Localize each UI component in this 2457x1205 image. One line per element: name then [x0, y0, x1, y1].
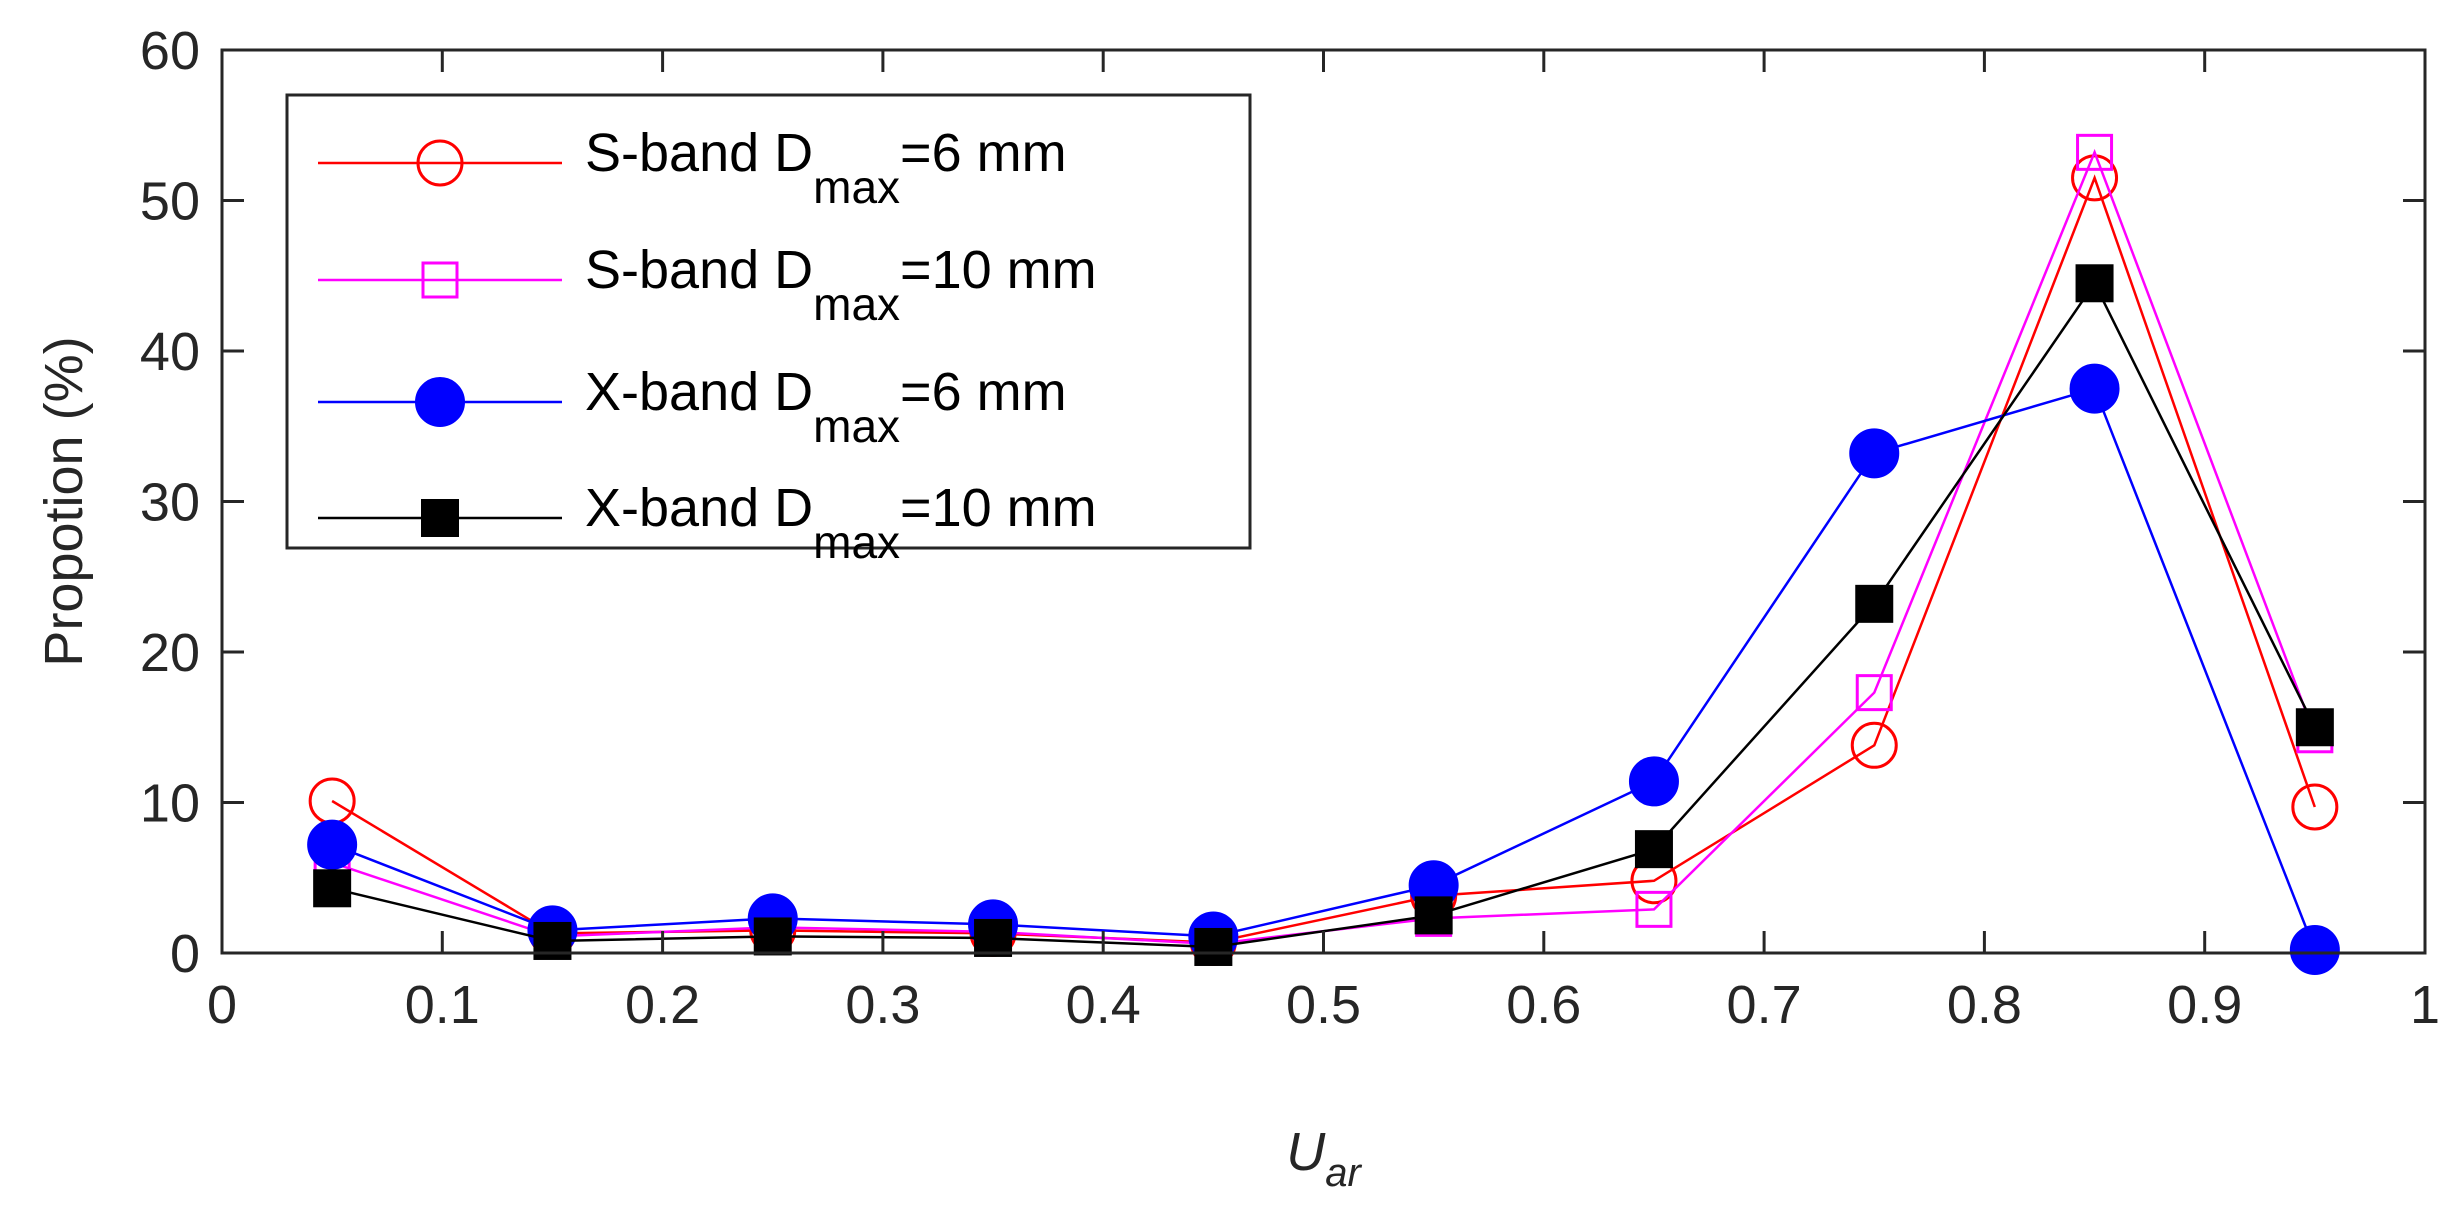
series-2-point-7 — [1635, 890, 1673, 928]
legend-label-pre: S-band D — [585, 240, 813, 300]
series-3-point-9 — [2069, 363, 2120, 414]
legend-marker — [421, 499, 459, 537]
x-tick-label: 0 — [207, 975, 237, 1035]
legend-entry-4: X-band Dmax=10 mm — [318, 478, 1097, 568]
series-3-point-10 — [2289, 924, 2340, 975]
x-tick-label: 0.8 — [1947, 975, 2022, 1035]
series-4-point-7 — [1634, 830, 1673, 869]
x-axis-label-sub: ar — [1325, 1151, 1362, 1195]
y-tick-label: 40 — [140, 322, 200, 382]
series-4-point-3 — [753, 917, 792, 956]
x-tick-label: 0.2 — [625, 975, 700, 1035]
series-2-point-8 — [1855, 674, 1893, 712]
legend-label-post: =6 mm — [900, 362, 1067, 422]
legend-label-post: =10 mm — [900, 240, 1097, 300]
y-tick-label: 10 — [140, 774, 200, 834]
y-tick-label: 0 — [170, 924, 200, 984]
y-tick-label: 60 — [140, 21, 200, 81]
x-tick-label: 0.9 — [2167, 975, 2242, 1035]
series-3-point-1 — [307, 819, 358, 870]
y-tick-label: 20 — [140, 623, 200, 683]
series-4-point-4 — [974, 918, 1013, 957]
legend-label-sub: max — [813, 400, 900, 452]
legend-entry-1: S-band Dmax=6 mm — [318, 123, 1067, 213]
x-tick-label: 0.7 — [1727, 975, 1802, 1035]
legend-label-sub: max — [813, 161, 900, 213]
series-4-point-10 — [2295, 708, 2334, 747]
legend: S-band Dmax=6 mmS-band Dmax=10 mmX-band … — [285, 93, 1252, 568]
x-tick-label: 0.4 — [1066, 975, 1141, 1035]
legend-label-sub: max — [813, 516, 900, 568]
legend-label-pre: S-band D — [585, 123, 813, 183]
y-axis-label: Propotion (%) — [34, 336, 94, 666]
legend-label: S-band Dmax=6 mm — [585, 123, 1067, 213]
legend-entry-3: X-band Dmax=6 mm — [318, 362, 1067, 452]
axes-layer: 0 0.1 0.2 0.3 0.4 0.5 0.6 0.7 0.8 0.9 101020304050… — [34, 21, 2440, 1195]
series-1-point-8 — [1850, 721, 1898, 769]
legend-label-post: =6 mm — [900, 123, 1067, 183]
series-4-point-6 — [1414, 896, 1453, 935]
y-tick-label: 50 — [140, 172, 200, 232]
x-tick-label: 0.3 — [845, 975, 920, 1035]
legend-label: X-band Dmax=10 mm — [585, 478, 1097, 568]
x-tick-label: 1 — [2410, 975, 2440, 1035]
series-4-point-5 — [1194, 927, 1233, 966]
legend-label-post: =10 mm — [900, 478, 1097, 538]
legend-label: X-band Dmax=6 mm — [585, 362, 1067, 452]
series-4-point-8 — [1855, 584, 1894, 623]
series-4-point-9 — [2075, 264, 2114, 303]
series-1-point-9 — [2071, 154, 2119, 202]
series-3-line — [331, 387, 2316, 951]
legend-label-pre: X-band D — [585, 362, 813, 422]
series-4-point-1 — [313, 869, 352, 908]
legend-label-sub: max — [813, 278, 900, 330]
x-tick-label: 0.5 — [1286, 975, 1361, 1035]
legend-entry-2: S-band Dmax=10 mm — [318, 240, 1097, 330]
legend-label: S-band Dmax=10 mm — [585, 240, 1097, 330]
x-axis-label: Uar — [1286, 1122, 1362, 1195]
x-tick-label: 0.6 — [1506, 975, 1581, 1035]
x-axis-label-main: U — [1286, 1122, 1326, 1182]
series-3-point-8 — [1849, 428, 1900, 479]
series-1-point-10 — [2291, 783, 2339, 831]
legend-marker — [415, 377, 465, 427]
legend-label-pre: X-band D — [585, 478, 813, 538]
legend-marker — [416, 139, 464, 187]
y-tick-label: 30 — [140, 473, 200, 533]
legend-marker — [421, 261, 459, 299]
series-3-point-7 — [1628, 756, 1679, 807]
x-tick-label: 0.1 — [405, 975, 480, 1035]
series-2-point-9 — [2076, 133, 2114, 171]
legend-box — [285, 93, 1252, 550]
